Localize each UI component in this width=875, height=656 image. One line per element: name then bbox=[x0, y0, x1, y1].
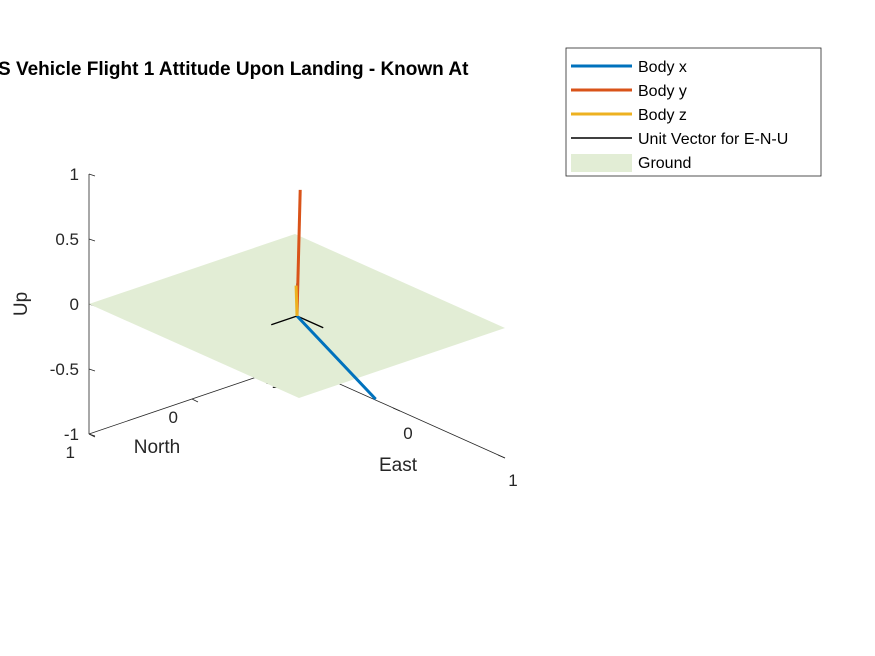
up-tick-label: -0.5 bbox=[50, 360, 79, 379]
up-tick-label: -1 bbox=[64, 425, 79, 444]
up-tick-mark bbox=[88, 433, 96, 437]
east-axis-label: East bbox=[379, 455, 418, 476]
up-axis-label: Up bbox=[11, 292, 32, 316]
north-tick-label: 0 bbox=[169, 408, 178, 427]
unit-vector-north bbox=[271, 315, 298, 326]
up-tick-label: 0 bbox=[70, 295, 79, 314]
chart-title: S Vehicle Flight 1 Attitude Upon Landing… bbox=[0, 59, 469, 80]
up-tick-mark bbox=[88, 368, 96, 372]
legend-label-body-y: Body y bbox=[638, 83, 687, 100]
east-tick-label: 1 bbox=[508, 471, 517, 490]
up-tick-label: 0.5 bbox=[55, 230, 79, 249]
legend-swatch-ground bbox=[571, 154, 632, 172]
legend-label-unit-vector: Unit Vector for E-N-U bbox=[638, 131, 788, 148]
legend: Body x Body y Body z Unit Vector for E-N… bbox=[565, 47, 822, 177]
body-z-vector bbox=[294, 285, 299, 317]
legend-label-ground: Ground bbox=[638, 155, 691, 172]
legend-label-body-x: Body x bbox=[638, 59, 687, 76]
east-tick-mark bbox=[497, 454, 506, 459]
body-x-vector bbox=[295, 314, 377, 401]
unit-vector-east bbox=[296, 315, 324, 329]
north-tick-label: 1 bbox=[66, 443, 75, 462]
up-tick-label: 1 bbox=[70, 165, 79, 184]
east-tick-label: 0 bbox=[403, 424, 412, 443]
up-tick-mark bbox=[88, 173, 96, 177]
east-tick-mark bbox=[392, 407, 401, 412]
north-tick-mark bbox=[191, 398, 199, 403]
up-tick-mark bbox=[88, 238, 96, 242]
legend-label-body-z: Body z bbox=[638, 107, 687, 124]
north-axis-label: North bbox=[134, 437, 180, 458]
